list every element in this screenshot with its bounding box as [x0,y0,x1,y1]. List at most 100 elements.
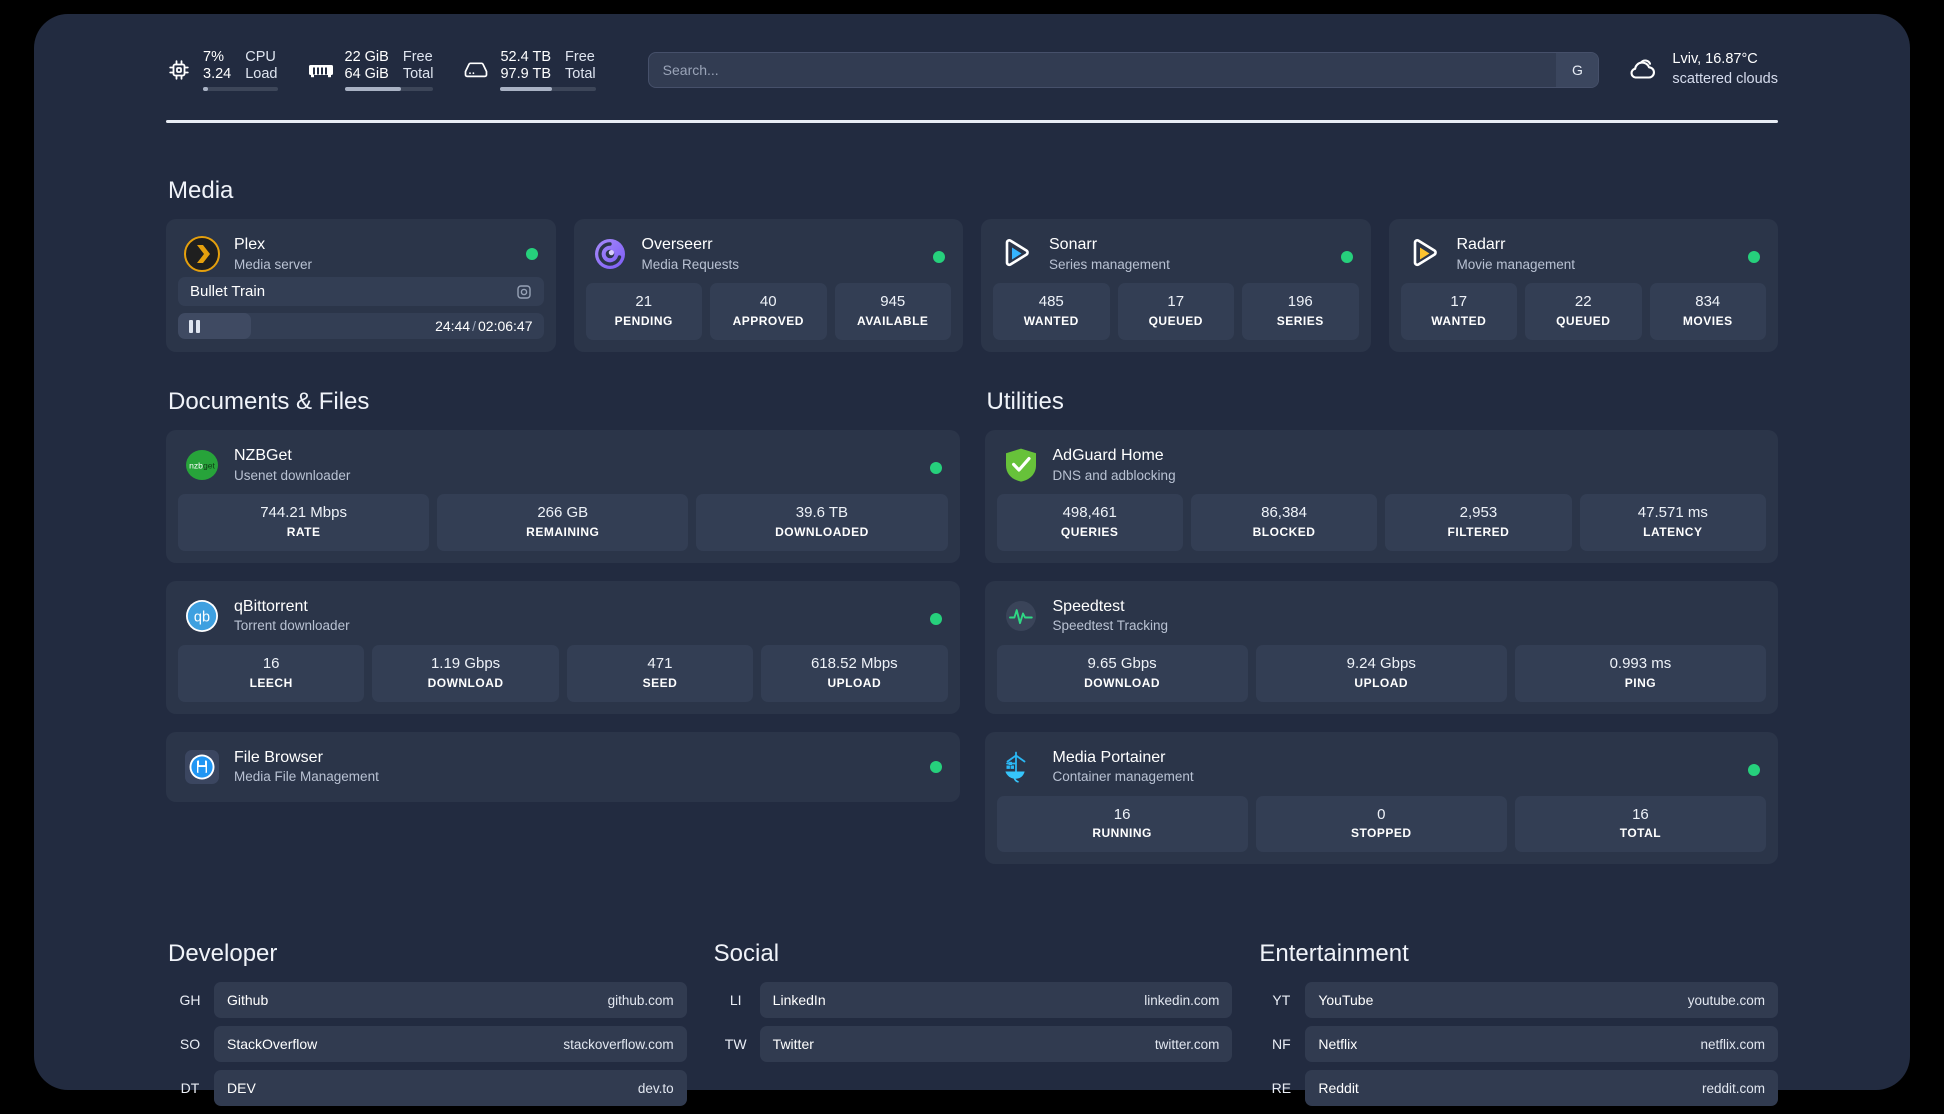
service-stat-value: 618.52 Mbps [810,655,898,673]
system-stat-memory: 22 GiB 64 GiB Free Total [308,49,434,92]
service-card-radarr[interactable]: Radarr Movie management 17 WANTED 22 QUEUED 83… [1388,219,1778,352]
service-stat-box: 21 PENDING [585,283,702,340]
status-indicator-online [929,760,942,773]
service-name: NZBGet [234,446,292,464]
bookmark-body[interactable]: Twitter twitter.com [759,1026,1233,1063]
system-stat-body: 22 GiB 64 GiB Free Total [344,48,434,92]
service-card-header: qb qBittorrent Torrent downloader [178,593,948,645]
bookmark-group-title: Entertainment [1259,940,1409,968]
service-description: Media Requests [641,256,740,272]
documents-cards: nzbget NZBGet Usenet downloader 744.21 Mbps… [166,429,960,802]
service-stat-value: 39.6 TB [795,504,849,522]
settings-icon[interactable] [516,284,532,300]
service-card-header: Sonarr Series management [993,231,1359,283]
service-name: Radarr [1456,236,1506,253]
service-card-header: Media Portainer Container management [997,744,1767,796]
system-stat-cpu: 7% 3.24 CPU Load [166,49,278,92]
service-description: Speedtest Tracking [1052,618,1169,634]
service-stat-box: 0 STOPPED [1255,795,1507,853]
service-card-text: NZBGet Usenet downloader [234,446,350,484]
service-stat-label: WANTED [1023,313,1079,328]
bookmark-item[interactable]: LI LinkedIn linkedin.com [712,982,1233,1019]
service-stat-value: 9.24 Gbps [1346,655,1416,673]
service-stat-box: 86,384 BLOCKED [1190,494,1378,551]
search-bar[interactable]: G [647,52,1600,88]
bookmark-item[interactable]: SO StackOverflow stackoverflow.com [166,1026,687,1063]
documents-section: Documents & Files nzbget NZBGet Usenet dow… [166,388,960,883]
now-playing-progress[interactable]: 24:44/02:06:47 [178,313,544,340]
bookmark-body[interactable]: StackOverflow stackoverflow.com [214,1026,687,1063]
service-card-file-browser[interactable]: File Browser Media File Management [166,731,960,802]
service-card-header: Plex Media server [178,231,544,277]
service-card-plex[interactable]: Plex Media server Bullet Train 24:44/02:06:… [166,219,556,352]
service-stat-label: WANTED [1431,313,1487,328]
bookmark-body[interactable]: YouTube youtube.com [1305,982,1779,1019]
bookmark-body[interactable]: Reddit reddit.com [1305,1070,1779,1107]
service-card-media-portainer[interactable]: Media Portainer Container management 16 RUN… [984,731,1778,865]
system-stat-value-top: 22 GiB [344,48,389,65]
dashboard-window: 7% 3.24 CPU Load 22 GiB 64 GiB Free Total 52.4 T… [34,14,1910,1107]
bookmark-item[interactable]: YT YouTube youtube.com [1257,982,1779,1019]
search-engine-google-icon[interactable]: G [1556,53,1599,87]
service-stat-box: 16 RUNNING [996,795,1248,853]
service-description: Movie management [1456,256,1576,272]
service-card-sonarr[interactable]: Sonarr Series management 485 WANTED 17 QUEUED… [981,219,1371,352]
service-stat-label: SERIES [1276,313,1324,328]
bookmark-item[interactable]: GH Github github.com [166,982,687,1019]
service-stat-label: STOPPED [1350,826,1412,841]
service-card-nzbget[interactable]: nzbget NZBGet Usenet downloader 744.21 Mbps… [166,429,960,563]
service-card-overseerr[interactable]: Overseerr Media Requests 21 PENDING 40 APPROV… [573,219,963,352]
bookmark-item[interactable]: DT DEV dev.to [166,1070,687,1107]
service-stat-box: 471 SEED [566,645,754,702]
bookmark-group-title: Social [713,940,780,968]
service-name: AdGuard Home [1052,446,1164,464]
service-card-adguard-home[interactable]: AdGuard Home DNS and adblocking 498,461 QUE… [984,429,1778,563]
system-stat-value-top: 52.4 TB [500,48,552,65]
bookmark-abbr: NF [1272,1036,1291,1053]
service-name: Sonarr [1049,236,1098,253]
system-stat-progress-bar [344,87,434,92]
bookmark-body[interactable]: Netflix netflix.com [1305,1026,1779,1063]
service-card-header: Overseerr Media Requests [586,231,952,283]
service-card-text: Radarr Movie management [1457,235,1576,273]
service-card-text: AdGuard Home DNS and adblocking [1053,446,1176,484]
overseerr-icon [592,236,628,272]
service-stat-label: AVAILABLE [857,313,929,328]
service-stat-value: 16 [1632,805,1649,823]
documents-section-title: Documents & Files [168,387,370,415]
bookmark-item[interactable]: TW Twitter twitter.com [712,1026,1233,1063]
search-input[interactable] [648,53,1557,87]
service-stat-box: 47.571 ms LATENCY [1579,494,1766,551]
service-name: Media Portainer [1052,748,1166,766]
bookmark-body[interactable]: Github github.com [214,982,687,1019]
bookmark-abbr: LI [729,992,742,1009]
system-stat-value-bottom: 3.24 [203,65,232,82]
dashboard-content: 7% 3.24 CPU Load 22 GiB 64 GiB Free Total 52.4 T… [166,14,1779,1114]
bookmark-item[interactable]: NF Netflix netflix.com [1257,1026,1779,1063]
bookmark-item[interactable]: RE Reddit reddit.com [1257,1070,1779,1107]
service-stat-box: 9.24 Gbps UPLOAD [1255,645,1507,702]
pause-icon[interactable] [189,319,200,333]
service-card-speedtest[interactable]: Speedtest Speedtest Tracking 9.65 Gbps DOWN… [984,580,1778,714]
service-card-header: File Browser Media File Management [178,744,948,790]
status-indicator-online [1748,251,1760,264]
service-stats-row: 485 WANTED 17 QUEUED 196 SERIES [993,283,1359,340]
bookmark-body[interactable]: DEV dev.to [214,1070,687,1107]
system-stats: 7% 3.24 CPU Load 22 GiB 64 GiB Free Total 52.4 T… [166,49,596,92]
service-stats-row: 16 RUNNING 0 STOPPED 16 TOTAL [996,795,1767,853]
bookmark-body[interactable]: LinkedIn linkedin.com [759,982,1233,1019]
bookmark-group-social: Social LI LinkedIn linkedin.com TW Twitter twi… [712,940,1233,1114]
bookmark-url: stackoverflow.com [563,1036,674,1052]
service-stat-label: TOTAL [1619,826,1662,841]
service-stat-box: 744.21 Mbps RATE [178,494,430,551]
system-stat-value-top: 7% [203,48,224,65]
service-card-qbittorrent[interactable]: qb qBittorrent Torrent downloader 16 LEECH 1.… [166,580,960,714]
svg-text:nzbget: nzbget [189,461,215,471]
media-section: Media Plex Media server Bullet Train 24:44/… [166,177,1778,352]
svg-text:qb: qb [194,609,210,625]
now-playing-title-bar: Bullet Train [178,277,544,307]
service-stat-box: 16 TOTAL [1514,795,1767,853]
service-stats-row: 17 WANTED 22 QUEUED 834 MOVIES [1400,283,1766,340]
service-card-header: Radarr Movie management [1401,231,1767,283]
service-stat-value: 47.571 ms [1637,504,1708,522]
